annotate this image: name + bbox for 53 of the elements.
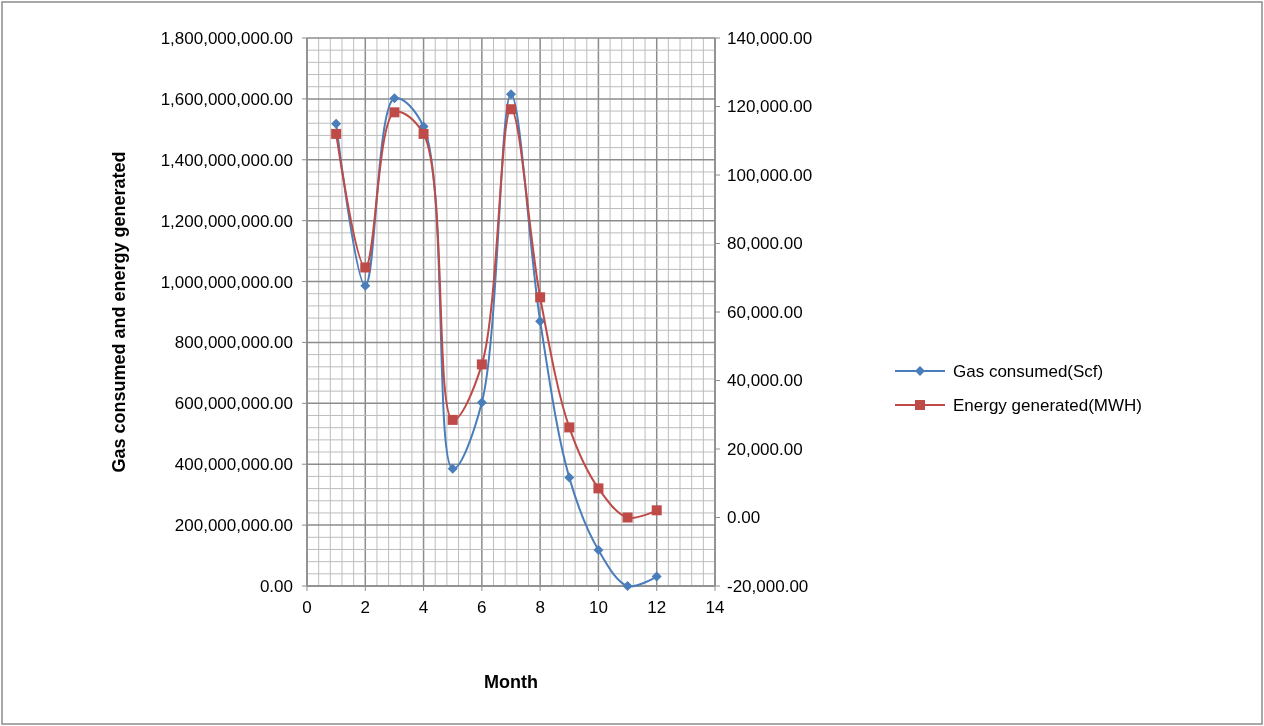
y-tick-label: 800,000,000.00	[174, 333, 293, 353]
point	[506, 89, 516, 100]
point	[622, 512, 633, 523]
y-tick-label: 1,200,000,000.00	[160, 211, 293, 231]
point	[476, 359, 487, 370]
y2-tick-label: 40,000.00	[727, 371, 803, 391]
point	[593, 545, 604, 556]
y-tick-label: 1,800,000,000.00	[160, 28, 293, 48]
point	[418, 128, 429, 139]
point	[535, 292, 546, 303]
y-tick-label: 1,400,000,000.00	[160, 150, 293, 170]
y-axis-title: Gas consumed and energy generated	[109, 151, 129, 473]
x-tick-label: 8	[535, 598, 545, 617]
y2-tick-label: 140,000.00	[727, 28, 813, 48]
x-tick-label: 10	[588, 598, 608, 617]
y2-tick-label: 100,000.00	[727, 165, 813, 185]
y-tick-label: 200,000,000.00	[174, 516, 293, 536]
y2-tick-label: 80,000.00	[727, 234, 803, 254]
y2-tick-label: 20,000.00	[727, 439, 803, 459]
point	[447, 463, 458, 474]
point	[331, 118, 342, 129]
point	[389, 93, 400, 104]
point	[360, 262, 371, 273]
y-tick-label: 600,000,000.00	[174, 394, 293, 414]
x-tick-label: 14	[705, 598, 725, 617]
point	[564, 422, 575, 433]
point	[651, 571, 662, 582]
x-tick-label: 2	[360, 598, 371, 617]
y-tick-label: 1,600,000,000.00	[160, 89, 293, 109]
x-tick-label: 0	[302, 598, 312, 617]
x-tick-label: 4	[418, 598, 429, 617]
point	[447, 414, 458, 425]
y-tick-label: 1,000,000,000.00	[160, 272, 293, 292]
point	[360, 280, 371, 291]
legend-label: Energy generated(MWH)	[953, 395, 1142, 415]
point	[651, 505, 662, 516]
point	[564, 472, 575, 483]
point	[331, 128, 342, 139]
x-tick-label: 12	[647, 598, 667, 617]
legend-label: Gas consumed(Scf)	[953, 361, 1104, 381]
y-tick-label: 0.00	[259, 576, 293, 596]
x-tick-label: 6	[477, 598, 487, 617]
point	[622, 581, 633, 591]
y2-tick-label: 60,000.00	[727, 302, 803, 322]
y-tick-label: 400,000,000.00	[174, 455, 293, 475]
point	[476, 397, 487, 408]
point	[593, 483, 604, 494]
y2-tick-label: -20,000.00	[727, 576, 809, 596]
x-axis-title: Month	[484, 672, 538, 692]
y2-tick-label: 120,000.00	[727, 97, 813, 117]
point	[389, 107, 400, 118]
point	[506, 104, 516, 115]
y2-tick-label: 0.00	[727, 508, 761, 528]
